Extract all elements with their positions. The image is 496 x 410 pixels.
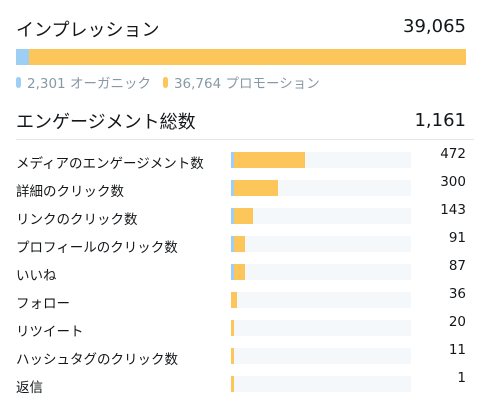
engagement-bar-organic [231,152,234,168]
engagement-value: 472 [440,146,466,162]
engagement-label: フォロー [16,296,70,312]
engagement-bar-promoted [231,320,235,336]
engagement-bar-track [231,320,411,336]
engagement-bar-track [231,180,411,196]
engagement-row: プロフィールのクリック数 91 [0,230,496,258]
engagement-label: リンクのクリック数 [16,212,138,228]
engagement-row: リンクのクリック数 143 [0,202,496,230]
engagement-value: 300 [440,174,466,190]
engagement-label: メディアのエンゲージメント数 [16,156,204,172]
engagement-value: 87 [448,258,466,274]
promoted-dot-icon [162,76,168,88]
engagement-bar-organic [231,180,234,196]
legend-organic-label: 2,301 オーガニック [27,76,151,92]
engagements-title: エンゲージメント総数 [16,112,196,133]
engagement-label: プロフィールのクリック数 [16,240,178,256]
legend-organic: 2,301 オーガニック [16,72,151,92]
engagement-bar-organic [231,264,234,280]
organic-dot-icon [16,76,21,88]
engagement-bar-track [231,236,411,252]
impressions-total: 39,065 [403,16,466,37]
engagement-bar-promoted [234,208,254,224]
engagement-label: 返信 [16,380,43,396]
engagement-row: 返信 1 [0,370,496,398]
engagement-label: ハッシュタグのクリック数 [16,352,178,368]
impressions-title: インプレッション [16,20,160,41]
engagement-value: 36 [448,286,466,302]
engagement-row: いいね 87 [0,258,496,286]
impressions-legend: 2,301 オーガニック 36,764 プロモーション [16,72,332,92]
engagement-bar-track [231,348,411,364]
engagements-total: 1,161 [414,110,466,131]
engagement-bar-track [231,292,411,308]
impressions-promoted-segment [28,49,466,65]
engagement-row: フォロー 36 [0,286,496,314]
engagement-bar-organic [231,208,234,224]
engagement-row: リツイート 20 [0,314,496,342]
engagement-value: 20 [448,314,466,330]
legend-promoted: 36,764 プロモーション [162,72,320,92]
impressions-bar [16,49,466,65]
engagement-value: 143 [440,202,466,218]
engagement-value: 11 [448,342,466,358]
engagement-bar-promoted [231,292,237,308]
engagement-bar-track [231,264,411,280]
engagement-bar-organic [231,236,234,252]
engagement-value: 91 [448,230,466,246]
legend-promoted-label: 36,764 プロモーション [173,76,320,92]
impressions-organic-segment [16,49,29,65]
divider [16,139,474,140]
engagement-label: リツイート [16,324,84,340]
engagement-bar-track [231,208,411,224]
engagement-bar-track [231,152,411,168]
engagement-bar-promoted [234,180,279,196]
engagement-bar-promoted [234,236,246,252]
engagement-row: 詳細のクリック数 300 [0,174,496,202]
engagement-row: ハッシュタグのクリック数 11 [0,342,496,370]
engagement-bar-promoted [234,264,245,280]
engagement-bar-promoted [231,348,234,364]
engagement-bar-track [231,376,411,392]
engagement-bar-promoted [231,376,234,392]
engagement-row: メディアのエンゲージメント数 472 [0,146,496,174]
engagement-label: いいね [16,268,57,284]
engagement-value: 1 [457,370,466,386]
engagement-bar-promoted [234,152,305,168]
engagement-label: 詳細のクリック数 [16,184,124,200]
